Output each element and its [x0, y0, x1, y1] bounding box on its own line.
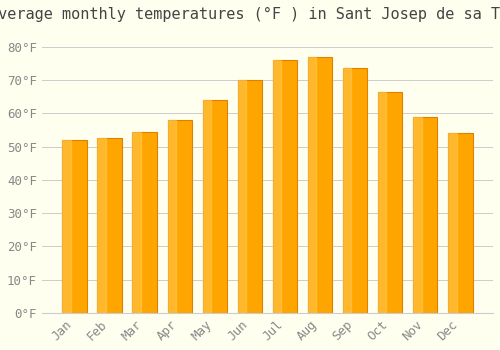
Bar [202, 100, 211, 313]
Bar [62, 140, 87, 313]
Bar [62, 140, 71, 313]
Bar [168, 120, 192, 313]
Bar [378, 92, 402, 313]
Bar [168, 120, 176, 313]
Bar [308, 57, 316, 313]
Bar [272, 60, 297, 313]
Bar [202, 100, 227, 313]
Bar [132, 132, 141, 313]
Bar [448, 133, 456, 313]
Bar [98, 138, 122, 313]
Bar [378, 92, 386, 313]
Title: Average monthly temperatures (°F ) in Sant Josep de sa Talaia: Average monthly temperatures (°F ) in Sa… [0, 7, 500, 22]
Bar [132, 132, 157, 313]
Bar [413, 117, 422, 313]
Bar [413, 117, 438, 313]
Bar [272, 60, 281, 313]
Bar [343, 68, 367, 313]
Bar [238, 80, 262, 313]
Bar [98, 138, 106, 313]
Bar [238, 80, 246, 313]
Bar [448, 133, 472, 313]
Bar [343, 68, 351, 313]
Bar [308, 57, 332, 313]
